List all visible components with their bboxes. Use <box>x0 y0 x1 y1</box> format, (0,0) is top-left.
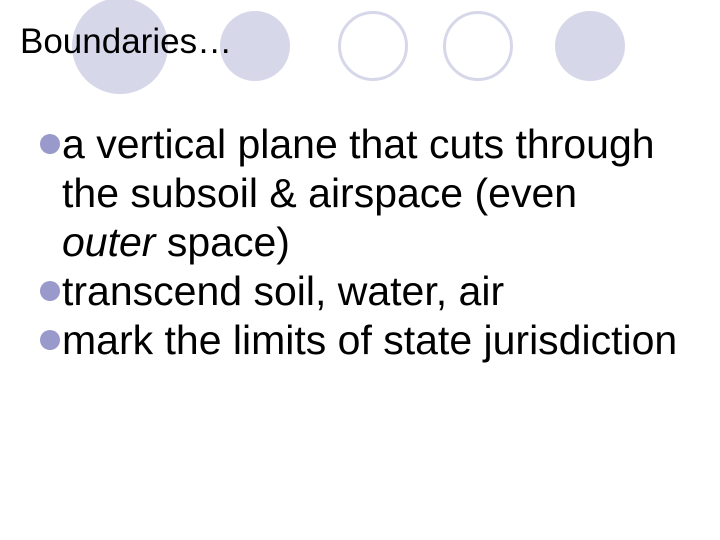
bullet-item: a vertical plane that cuts through the s… <box>40 120 680 267</box>
bullet-text: a vertical plane that cuts through the s… <box>62 120 680 267</box>
bullet-dot-icon <box>40 281 60 301</box>
bullet-dot-icon <box>40 134 60 154</box>
bullet-text: transcend soil, water, air <box>62 267 680 316</box>
deco-circle-3 <box>443 11 513 81</box>
slide-body: a vertical plane that cuts through the s… <box>40 120 680 365</box>
slide-title: Boundaries… <box>20 22 232 62</box>
bullet-item: transcend soil, water, air <box>40 267 680 316</box>
deco-circle-2 <box>338 11 408 81</box>
bullet-item: mark the limits of state jurisdiction <box>40 316 680 365</box>
bullet-dot-icon <box>40 330 60 350</box>
deco-circle-4 <box>555 11 625 81</box>
bullet-text: mark the limits of state jurisdiction <box>62 316 680 365</box>
slide: Boundaries… a vertical plane that cuts t… <box>0 0 720 540</box>
